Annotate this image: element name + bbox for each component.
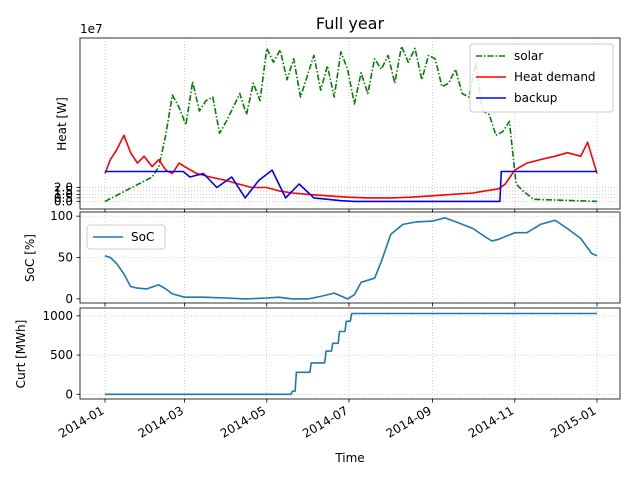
soc-x-ticks bbox=[104, 303, 598, 307]
legend-solar-label: solar bbox=[514, 49, 543, 63]
y-tick-label: 50 bbox=[58, 251, 73, 265]
y-tick-label: 2.0 bbox=[54, 180, 73, 194]
y-tick-label: 1000 bbox=[42, 309, 73, 323]
y-tick-label: 0 bbox=[65, 387, 73, 401]
curt-x-ticks bbox=[104, 399, 598, 403]
x-axis-label: Time bbox=[334, 451, 364, 465]
x-tick-labels: 2014-01 2014-03 2014-05 2014-07 2014-09 2014-… bbox=[56, 403, 598, 440]
soc-y-ticks: 0 50 100 bbox=[50, 209, 80, 306]
series-line-heat-demand bbox=[104, 134, 598, 199]
heat-legend: solar Heat demand backup bbox=[469, 43, 614, 113]
curt-y-axis-label: Curt [MWh] bbox=[14, 320, 28, 389]
legend-soc-label: SoC bbox=[131, 230, 154, 244]
heat-legend-box bbox=[469, 43, 614, 113]
soc-legend: SoC bbox=[86, 224, 166, 250]
y-tick-label: 100 bbox=[50, 209, 73, 223]
heat-y-ticks: 0.00.51.01.52.0 bbox=[54, 180, 80, 208]
soc-y-axis-label: SoC [%] bbox=[23, 234, 37, 282]
curt-axes-frame bbox=[79, 307, 621, 400]
heat-y-offset-label: 1e7 bbox=[80, 22, 103, 36]
heat-y-axis-label: Heat [W] bbox=[55, 97, 69, 151]
legend-heat-demand-label: Heat demand bbox=[514, 70, 596, 84]
y-tick-label: 500 bbox=[50, 348, 73, 362]
soc-legend-box bbox=[86, 224, 166, 250]
y-tick-label: 0.5 bbox=[54, 191, 73, 205]
curt-y-ticks: 0 500 1000 bbox=[42, 309, 80, 401]
soc-grid bbox=[80, 212, 620, 303]
curt-grid bbox=[80, 308, 620, 399]
y-tick-label: 0 bbox=[65, 292, 73, 306]
heat-grid bbox=[80, 38, 620, 209]
y-tick-label: 0.0 bbox=[54, 194, 73, 208]
series-line-backup bbox=[105, 169, 597, 203]
x-tick-label: 2014-09 bbox=[384, 403, 434, 440]
y-tick-label: 1.5 bbox=[54, 184, 73, 198]
x-tick-label: 2014-03 bbox=[136, 403, 186, 440]
legend-backup-label: backup bbox=[514, 91, 557, 105]
x-tick-label: 2014-07 bbox=[300, 403, 350, 440]
y-tick-label: 1.0 bbox=[54, 187, 73, 201]
series-line-curt bbox=[105, 312, 597, 396]
x-tick-label: 2014-01 bbox=[56, 403, 106, 440]
x-tick-label: 2014-05 bbox=[218, 403, 268, 440]
heat-axes-frame bbox=[79, 37, 621, 210]
x-tick-label: 2015-01 bbox=[548, 403, 598, 440]
chart-title: Full year bbox=[316, 14, 385, 33]
soc-series bbox=[104, 217, 598, 300]
soc-panel: 0 50 100 SoC [%] SoC bbox=[23, 209, 621, 307]
heat-panel: 0.00.51.01.52.0 1e7 Heat [W] solar Heat … bbox=[54, 22, 621, 213]
x-tick-label: 2014-11 bbox=[466, 403, 516, 440]
series-line-soc bbox=[104, 217, 598, 300]
curt-panel: 0 500 1000 Curt [MWh] bbox=[14, 307, 621, 403]
curt-series bbox=[105, 312, 597, 396]
